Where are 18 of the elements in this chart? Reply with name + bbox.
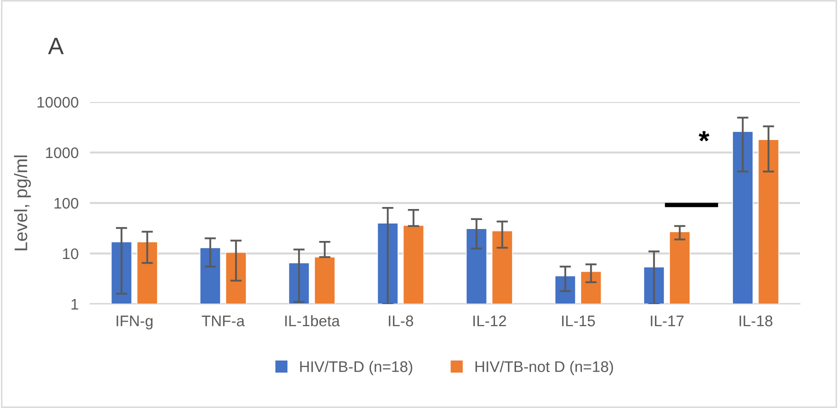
x-tick-label: IL-15 <box>562 316 595 326</box>
y-tick-label: 1000 <box>46 147 78 158</box>
x-tick-label: IL-18 <box>740 316 772 326</box>
y-tick-label: 10000 <box>38 96 78 108</box>
x-tick-label: IL-1beta <box>285 315 340 326</box>
x-tick-label: IL-12 <box>473 316 506 326</box>
x-tick-label: TNF-a <box>202 316 245 326</box>
annotation: * <box>698 131 710 142</box>
y-tick-label: 100 <box>54 198 78 209</box>
legend-label: HIV/TB-D (n=18) <box>300 360 412 376</box>
x-tick-label: IL-17 <box>650 316 684 326</box>
x-tick-label: IL-8 <box>388 316 414 326</box>
y-tick-label: 1 <box>72 299 78 310</box>
y-axis-title: Level, pg/ml <box>14 156 31 250</box>
y-tick-label: 10 <box>63 248 78 260</box>
x-tick-label: IFN-g <box>116 316 152 330</box>
legend-label: HIV/TB-not D (n=18) <box>476 360 613 376</box>
text: A <box>48 38 64 54</box>
